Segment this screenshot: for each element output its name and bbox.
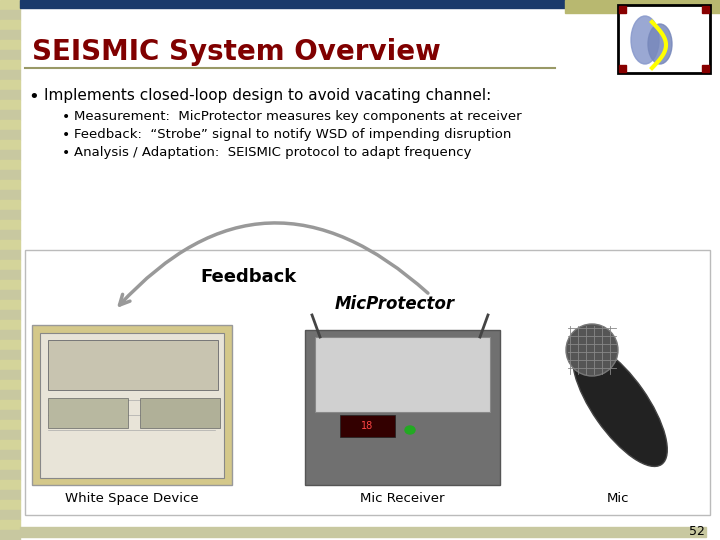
Bar	[0, 130, 20, 140]
Bar	[0, 30, 20, 40]
Text: Mic: Mic	[607, 492, 629, 505]
Bar	[0, 270, 20, 280]
Bar	[565, 0, 720, 13]
Text: 18: 18	[361, 421, 373, 431]
Ellipse shape	[631, 16, 659, 64]
Bar	[0, 180, 20, 190]
Bar	[0, 530, 20, 540]
Bar	[0, 470, 20, 480]
Bar	[0, 300, 20, 310]
Text: Analysis / Adaptation:  SEISMIC protocol to adapt frequency: Analysis / Adaptation: SEISMIC protocol …	[74, 146, 472, 159]
Text: 52: 52	[689, 525, 705, 538]
Bar	[0, 20, 20, 30]
Text: SEISMIC System Overview: SEISMIC System Overview	[32, 38, 441, 66]
Text: Feedback:  “Strobe” signal to notify WSD of impending disruption: Feedback: “Strobe” signal to notify WSD …	[74, 128, 511, 141]
Bar	[0, 140, 20, 150]
Bar	[0, 510, 20, 520]
Text: Implements closed-loop design to avoid vacating channel:: Implements closed-loop design to avoid v…	[44, 88, 491, 103]
Text: White Space Device: White Space Device	[66, 492, 199, 505]
Bar	[0, 320, 20, 330]
Bar	[0, 500, 20, 510]
Bar	[340, 415, 395, 437]
Bar	[0, 370, 20, 380]
Bar	[48, 340, 218, 390]
Bar	[25, 250, 710, 515]
Ellipse shape	[380, 426, 390, 434]
Bar	[0, 190, 20, 200]
Text: •: •	[62, 110, 71, 124]
Text: Measurement:  MicProtector measures key components at receiver: Measurement: MicProtector measures key c…	[74, 110, 521, 123]
Bar	[702, 6, 709, 13]
Bar	[0, 280, 20, 290]
Bar	[0, 440, 20, 450]
Text: •: •	[28, 88, 39, 106]
Bar	[0, 290, 20, 300]
Bar	[0, 80, 20, 90]
Bar	[0, 210, 20, 220]
Bar	[0, 310, 20, 320]
Bar	[0, 0, 20, 10]
Bar	[0, 10, 20, 20]
Bar	[20, 527, 706, 537]
Bar	[0, 260, 20, 270]
Bar	[0, 400, 20, 410]
Bar	[0, 340, 20, 350]
Bar	[32, 325, 232, 485]
Bar	[619, 65, 626, 72]
Bar	[0, 50, 20, 60]
Bar	[0, 220, 20, 230]
Bar	[0, 450, 20, 460]
Bar	[48, 398, 128, 428]
Bar	[0, 160, 20, 170]
Text: Feedback: Feedback	[200, 268, 296, 286]
Bar	[0, 460, 20, 470]
Bar	[0, 120, 20, 130]
Bar	[0, 250, 20, 260]
Bar	[0, 380, 20, 390]
Ellipse shape	[355, 426, 365, 434]
Ellipse shape	[566, 324, 618, 376]
Bar	[0, 420, 20, 430]
Bar	[0, 70, 20, 80]
Bar	[0, 60, 20, 70]
Text: MicProtector: MicProtector	[335, 295, 455, 313]
Bar	[618, 5, 710, 73]
Text: Mic Receiver: Mic Receiver	[360, 492, 444, 505]
Bar	[20, 0, 565, 8]
Text: •: •	[62, 146, 71, 160]
Bar	[0, 490, 20, 500]
Bar	[0, 170, 20, 180]
FancyArrowPatch shape	[120, 223, 428, 305]
Bar	[0, 410, 20, 420]
Bar	[702, 65, 709, 72]
Bar	[0, 240, 20, 250]
Text: •: •	[62, 128, 71, 142]
Ellipse shape	[405, 426, 415, 434]
Bar	[305, 330, 500, 485]
Ellipse shape	[572, 343, 667, 467]
Ellipse shape	[648, 24, 672, 64]
Bar	[40, 333, 224, 478]
Bar	[0, 200, 20, 210]
Bar	[0, 150, 20, 160]
Bar	[0, 480, 20, 490]
Bar	[619, 6, 626, 13]
Bar	[0, 520, 20, 530]
Bar	[140, 398, 220, 428]
Bar	[0, 110, 20, 120]
Bar	[0, 390, 20, 400]
Bar	[315, 337, 490, 412]
Bar	[0, 90, 20, 100]
Bar	[0, 350, 20, 360]
Bar	[0, 40, 20, 50]
Bar	[0, 100, 20, 110]
Bar	[0, 230, 20, 240]
Bar	[0, 430, 20, 440]
Bar	[0, 360, 20, 370]
Bar	[0, 330, 20, 340]
